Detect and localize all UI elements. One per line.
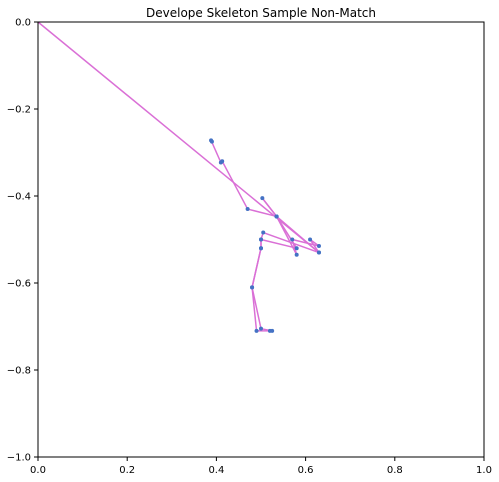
skeleton-joint-point [294, 252, 299, 257]
skeleton-joint-point [274, 214, 279, 219]
skeleton-segment [251, 287, 262, 329]
x-tick-label: 1.0 [476, 465, 492, 476]
y-tick-label: −0.8 [7, 366, 31, 377]
skeleton-joint-point [294, 246, 299, 251]
skeleton-joint-point [308, 237, 313, 242]
y-tick-label: −0.4 [7, 192, 31, 203]
y-tick-label: −0.6 [7, 279, 31, 290]
skeleton-points [209, 138, 321, 333]
skeleton-joint-point [316, 250, 321, 255]
skeleton-segment [251, 248, 262, 288]
x-tick-label: 0.6 [298, 465, 314, 476]
x-axis: 0.0 0.2 0.4 0.6 0.8 1.0 [30, 457, 492, 476]
skeleton-joint-point [245, 207, 250, 212]
skeleton-joint-point [250, 285, 255, 290]
skeleton-joint-point [270, 328, 275, 333]
skeleton-segment [37, 21, 320, 254]
skeleton-segment [262, 231, 320, 254]
skeleton-joint-point [259, 237, 263, 242]
skeleton-segment [247, 208, 277, 218]
skeleton-segment [261, 197, 278, 217]
skeleton-segment [260, 238, 297, 249]
skeleton-segment [275, 216, 298, 249]
x-tick-label: 0.8 [387, 465, 403, 476]
skeleton-segment [276, 215, 320, 254]
skeleton-joint-point [261, 230, 266, 235]
skeleton-segment [251, 287, 258, 331]
y-axis: 0.0 −0.2 −0.4 −0.6 −0.8 −1.0 [7, 18, 38, 464]
skeleton-segment [221, 160, 249, 210]
plot-frame [37, 21, 485, 458]
x-tick-label: 0.2 [119, 465, 135, 476]
x-tick-label: 0.0 [30, 465, 46, 476]
skeleton-joint-point [290, 237, 295, 242]
y-tick-label: −0.2 [7, 105, 31, 116]
skeleton-joint-point [260, 196, 265, 201]
skeleton-segment [309, 239, 320, 253]
skeleton-joint-point [218, 160, 223, 165]
x-tick-label: 0.4 [208, 465, 224, 476]
chart-title: Develope Skeleton Sample Non-Match [146, 6, 376, 20]
skeleton-joint-point [316, 244, 321, 249]
y-tick-label: −1.0 [7, 453, 31, 464]
skeleton-joint-point [209, 139, 214, 144]
y-tick-label: 0.0 [15, 18, 31, 29]
skeleton-joint-point [259, 246, 263, 251]
skeleton-joint-point [259, 326, 263, 331]
skeleton-joint-point [254, 328, 259, 333]
skeleton-segment [210, 140, 222, 163]
